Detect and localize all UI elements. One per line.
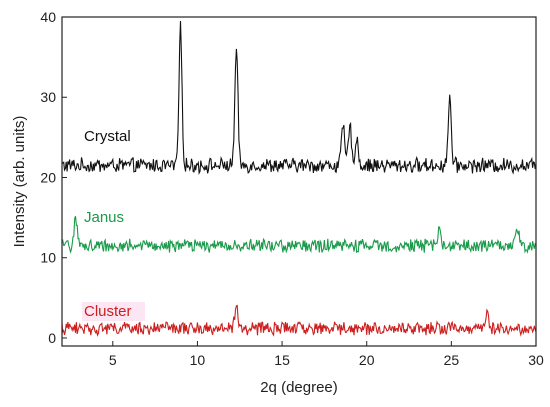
y-tick-label: 0 bbox=[48, 330, 56, 346]
x-tick-label: 10 bbox=[190, 352, 206, 368]
y-tick-label: 20 bbox=[40, 169, 56, 185]
series-line-janus bbox=[61, 216, 537, 254]
series-line-cluster bbox=[61, 304, 537, 337]
plot-frame bbox=[61, 16, 537, 347]
series-labels: Crystal Janus Cluster bbox=[82, 127, 145, 321]
series-label-cluster: Cluster bbox=[84, 303, 132, 320]
x-tick-label: 20 bbox=[359, 352, 375, 368]
series-label-background bbox=[82, 127, 145, 146]
x-tick-label: 30 bbox=[528, 352, 544, 368]
x-tick-label: 5 bbox=[109, 352, 117, 368]
series-label-janus: Janus bbox=[84, 209, 124, 226]
x-axis-ticks: 5 10 15 20 25 30 bbox=[109, 341, 544, 368]
series-line-crystal bbox=[61, 20, 537, 176]
x-tick-label: 25 bbox=[444, 352, 460, 368]
y-tick-label: 30 bbox=[40, 89, 56, 105]
series-label-background bbox=[82, 208, 127, 227]
series-curves bbox=[61, 20, 537, 337]
y-axis-title: Intensity (arb. units) bbox=[11, 116, 28, 248]
y-tick-label: 40 bbox=[40, 9, 56, 25]
y-tick-label: 10 bbox=[40, 250, 56, 266]
series-label-background bbox=[82, 302, 145, 321]
x-axis-title: 2q (degree) bbox=[260, 379, 338, 396]
x-tick-label: 15 bbox=[274, 352, 290, 368]
series-label-crystal: Crystal bbox=[84, 128, 131, 145]
y-axis-ticks: 0 10 20 30 40 bbox=[40, 9, 67, 346]
